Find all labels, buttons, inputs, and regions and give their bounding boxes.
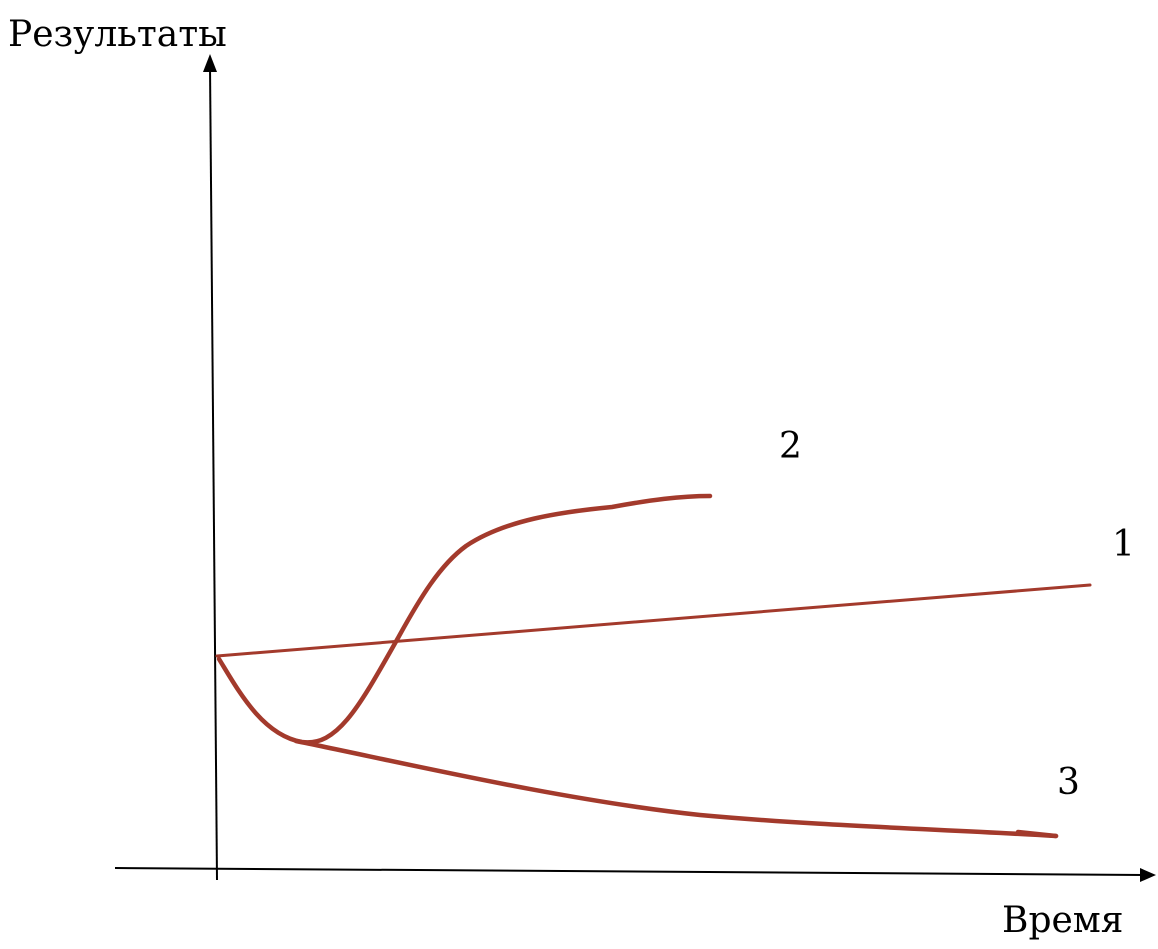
curve-2 — [216, 493, 713, 745]
curve-1 — [215, 583, 1092, 658]
curve-label-2: 2 — [779, 426, 802, 467]
x-axis — [114, 867, 1145, 876]
curve-3-end-stroke — [1015, 829, 1059, 839]
curve-3 — [293, 738, 1059, 839]
curve-label-1: 1 — [1112, 524, 1135, 565]
y-axis-label: Результаты — [8, 14, 227, 55]
y-axis-arrow — [203, 54, 217, 72]
y-axis — [209, 65, 218, 881]
x-axis-label: Время — [1002, 900, 1124, 941]
curve-label-3: 3 — [1057, 762, 1080, 803]
x-axis-arrow — [1140, 868, 1156, 882]
